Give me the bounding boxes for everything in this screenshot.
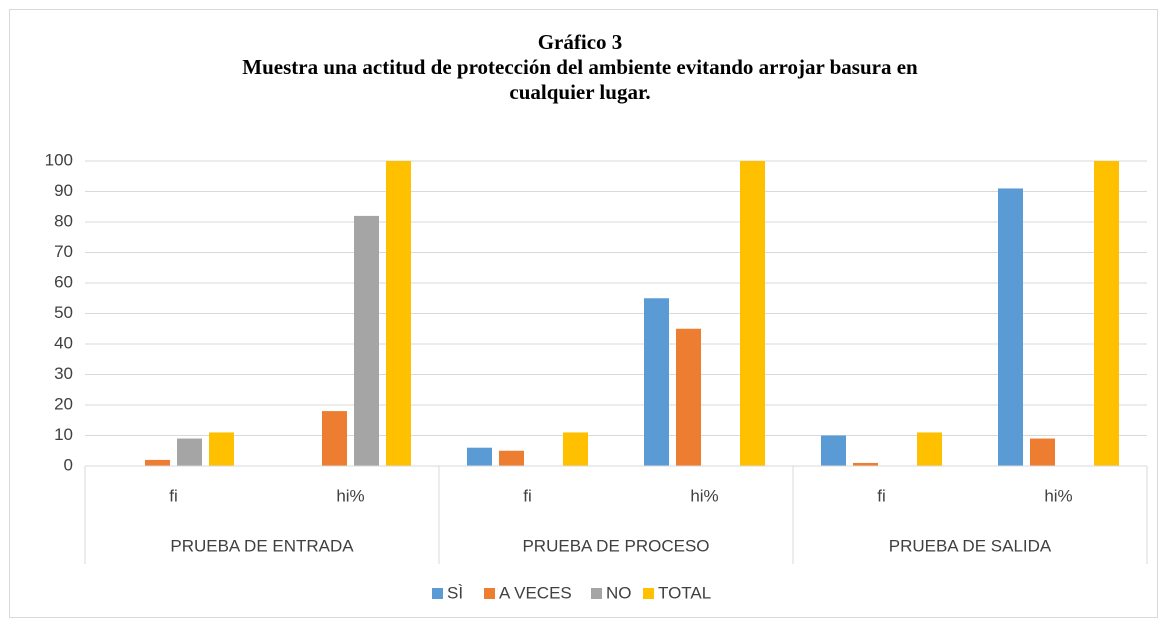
y-tick-label: 0 <box>64 455 73 474</box>
legend-swatch <box>484 588 495 599</box>
legend-label: TOTAL <box>658 583 711 602</box>
legend-swatch <box>591 588 602 599</box>
bar <box>145 459 170 466</box>
x-tick-label: fi <box>169 486 178 505</box>
legend-label: NO <box>606 583 632 602</box>
bar <box>740 161 765 466</box>
x-tick-label: hi% <box>690 486 718 505</box>
chart-border <box>9 9 1158 618</box>
titles: Gráfico 3 Muestra una actitud de protecc… <box>180 30 980 105</box>
y-tick-label: 30 <box>54 364 73 383</box>
legend-swatch <box>432 588 443 599</box>
bar <box>644 298 669 466</box>
legend-label: SÌ <box>447 583 463 602</box>
y-tick-label: 100 <box>45 150 73 169</box>
chart-subtitle: Muestra una actitud de protección del am… <box>242 55 918 104</box>
group-label: PRUEBA DE SALIDA <box>889 536 1052 555</box>
y-tick-label: 10 <box>54 425 73 444</box>
y-tick-label: 40 <box>54 333 73 352</box>
bar <box>563 432 588 466</box>
y-tick-label: 20 <box>54 394 73 413</box>
x-tick-label: hi% <box>1044 486 1072 505</box>
bar <box>917 432 942 466</box>
bar <box>998 188 1023 466</box>
y-tick-label: 60 <box>54 272 73 291</box>
chart-title: Gráfico 3 <box>537 30 623 54</box>
bar <box>821 435 846 466</box>
x-tick-label: hi% <box>336 486 364 505</box>
x-tick-label: fi <box>877 486 886 505</box>
bar <box>1030 438 1055 466</box>
bar <box>1094 161 1119 466</box>
y-tick-label: 50 <box>54 303 73 322</box>
bar <box>467 447 492 466</box>
bar <box>354 215 379 466</box>
bar <box>209 432 234 466</box>
y-tick-label: 70 <box>54 242 73 261</box>
bar <box>386 161 411 466</box>
x-tick-label: fi <box>523 486 532 505</box>
bar <box>322 411 347 466</box>
bar <box>676 328 701 466</box>
bar <box>853 462 878 466</box>
y-tick-label: 90 <box>54 181 73 200</box>
legend-swatch <box>643 588 654 599</box>
group-label: PRUEBA DE PROCESO <box>522 536 709 555</box>
y-tick-label: 80 <box>54 211 73 230</box>
legend-label: A VECES <box>499 583 572 602</box>
bar <box>499 450 524 466</box>
bar <box>177 438 202 466</box>
group-label: PRUEBA DE ENTRADA <box>170 536 354 555</box>
